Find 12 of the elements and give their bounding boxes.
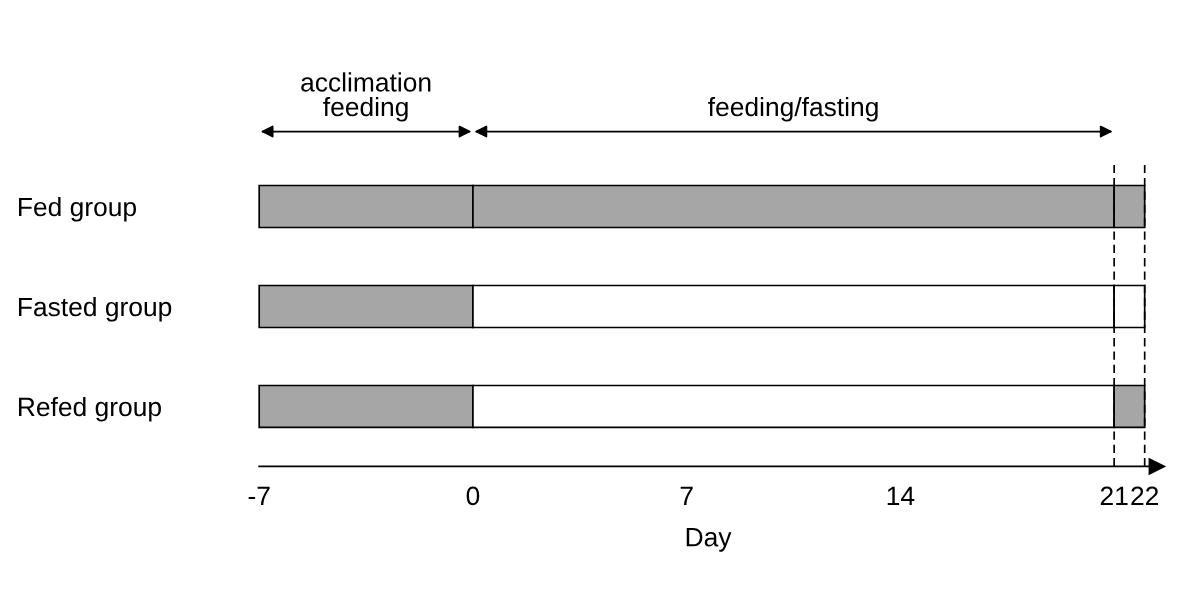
- y-tick-label: Fasted group: [18, 296, 172, 322]
- text: feeding/fasting: [708, 96, 878, 122]
- x-tick-label: -7: [248, 486, 270, 506]
- x-tick-label: 7: [680, 486, 693, 506]
- x-tick-label: 21: [1100, 486, 1128, 506]
- y-tick-label: Fed group: [18, 196, 137, 222]
- x-tick-label: 14: [887, 486, 915, 506]
- x-tick-label: 22: [1131, 486, 1159, 506]
- y-tick-label: Refed group: [18, 396, 161, 422]
- x-axis-title: Day: [686, 528, 732, 552]
- text: acclimation feeding: [301, 72, 431, 122]
- x-tick-label: 0: [466, 486, 480, 506]
